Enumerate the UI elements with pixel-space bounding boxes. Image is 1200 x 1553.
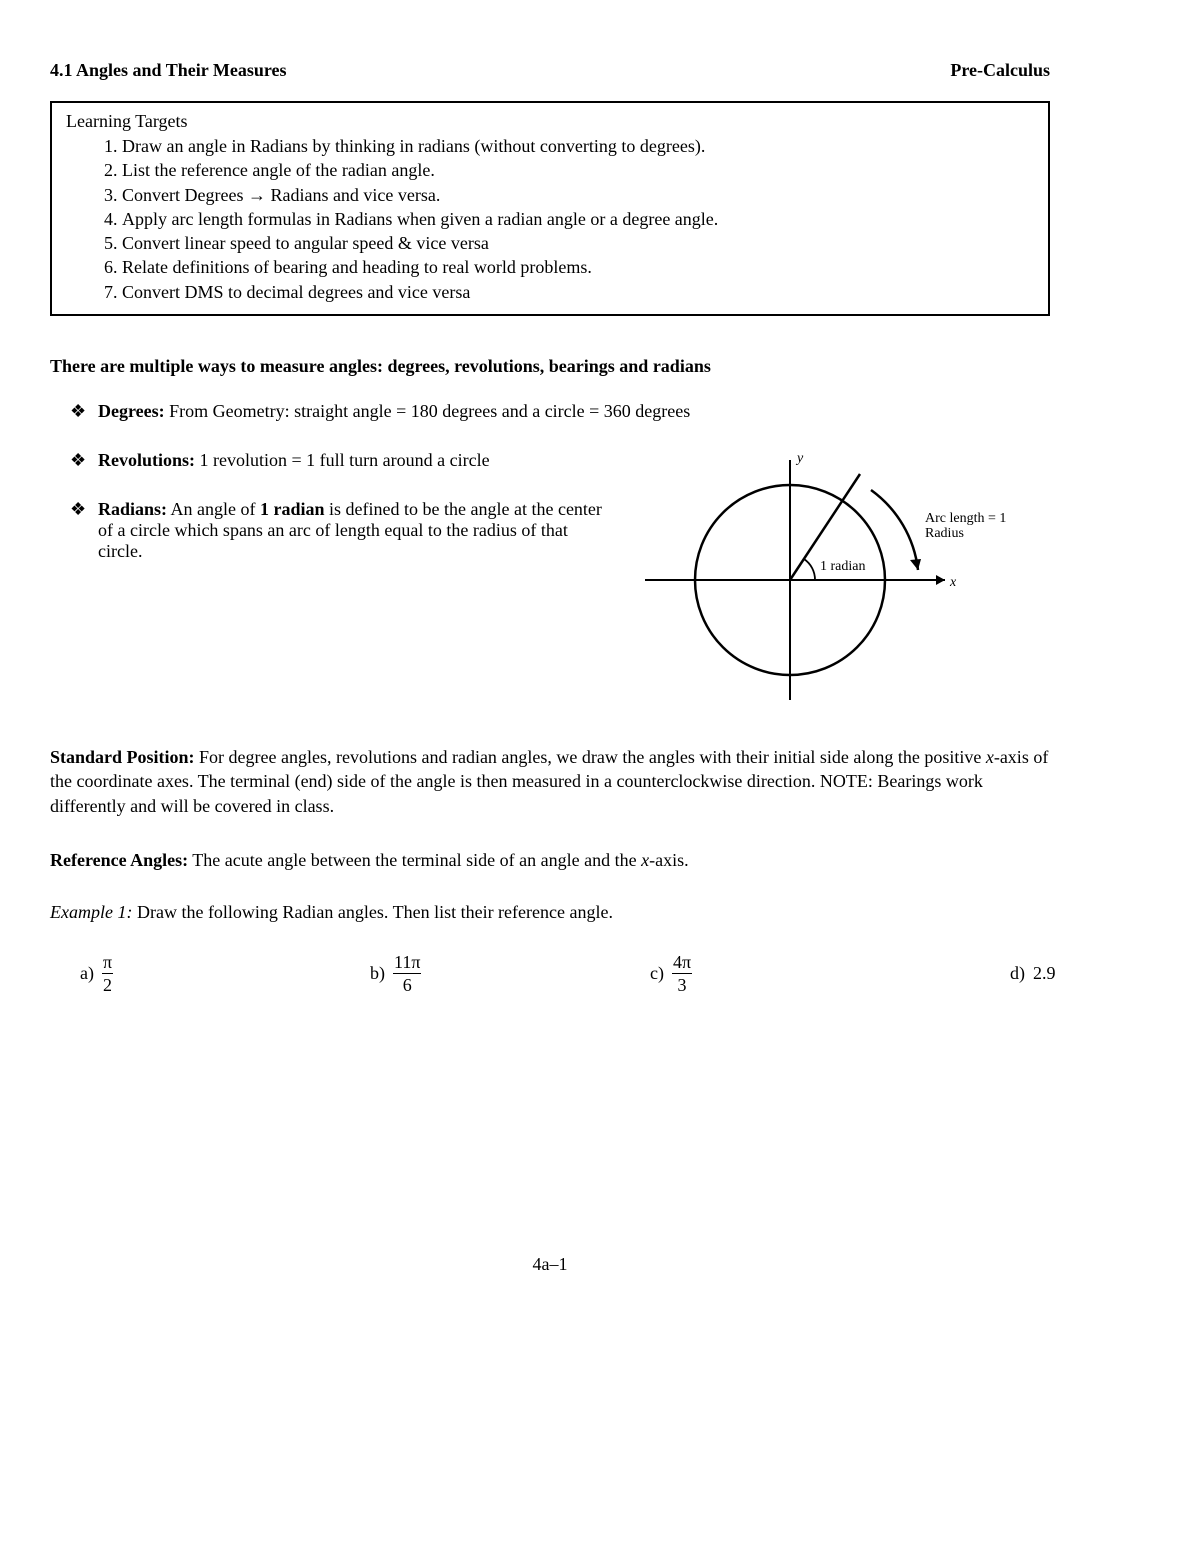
fraction: 4π 3 bbox=[672, 953, 692, 994]
reference-angles-label: Reference Angles: bbox=[50, 850, 188, 870]
page-footer: 4a–1 bbox=[50, 1254, 1050, 1275]
bullet-degrees: ❖ Degrees: From Geometry: straight angle… bbox=[50, 401, 1050, 422]
example-row: a) π 2 b) 11π 6 c) 4π 3 d) 2.9 bbox=[50, 953, 1050, 994]
intro-heading: There are multiple ways to measure angle… bbox=[50, 356, 1050, 377]
reference-angles-text-2: -axis. bbox=[649, 850, 689, 870]
learning-target-item: Convert linear speed to angular speed & … bbox=[122, 231, 1034, 255]
revolutions-label: Revolutions: bbox=[98, 450, 195, 470]
standard-position-text-1: For degree angles, revolutions and radia… bbox=[195, 747, 986, 767]
learning-targets-list: Draw an angle in Radians by thinking in … bbox=[66, 134, 1034, 304]
learning-target-item: Apply arc length formulas in Radians whe… bbox=[122, 207, 1034, 231]
angle-marker-arc bbox=[804, 559, 815, 580]
example-d-value: 2.9 bbox=[1033, 963, 1056, 984]
learning-target-item: Convert Degrees → Radians and vice versa… bbox=[122, 183, 1034, 207]
learning-targets-box: Learning Targets Draw an angle in Radian… bbox=[50, 101, 1050, 316]
diamond-bullet-icon: ❖ bbox=[70, 499, 98, 520]
reference-angles-para: Reference Angles: The acute angle betwee… bbox=[50, 848, 1050, 872]
degrees-text: From Geometry: straight angle = 180 degr… bbox=[165, 401, 691, 421]
radians-text-1: An angle of bbox=[167, 499, 260, 519]
y-axis-label: y bbox=[795, 451, 804, 466]
arc-label-2: Radius bbox=[925, 526, 964, 541]
header-left: 4.1 Angles and Their Measures bbox=[50, 60, 287, 81]
example-1-heading: Example 1: Draw the following Radian ang… bbox=[50, 902, 1050, 923]
reference-angles-text-1: The acute angle between the terminal sid… bbox=[188, 850, 641, 870]
revolutions-text: 1 revolution = 1 full turn around a circ… bbox=[195, 450, 490, 470]
fraction: π 2 bbox=[102, 953, 113, 994]
example-a: a) π 2 bbox=[80, 953, 370, 994]
fraction-numerator: 4π bbox=[672, 953, 692, 974]
learning-target-item: List the reference angle of the radian a… bbox=[122, 158, 1034, 182]
arc-label-1: Arc length = 1 bbox=[925, 511, 1006, 526]
header-right: Pre-Calculus bbox=[950, 60, 1050, 81]
example-d-letter: d) bbox=[1010, 963, 1025, 984]
arc-arrow-icon bbox=[910, 559, 921, 570]
fraction-denominator: 2 bbox=[103, 974, 112, 994]
learning-target-item: Draw an angle in Radians by thinking in … bbox=[122, 134, 1034, 158]
example-c-letter: c) bbox=[650, 963, 664, 984]
bullet-revolutions: ❖ Revolutions: 1 revolution = 1 full tur… bbox=[50, 450, 610, 471]
fraction: 11π 6 bbox=[393, 953, 421, 994]
learning-target-item: Convert DMS to decimal degrees and vice … bbox=[122, 280, 1034, 304]
italic-x: x bbox=[986, 747, 994, 767]
radians-label: Radians: bbox=[98, 499, 167, 519]
x-axis-arrow-icon bbox=[936, 575, 945, 585]
fraction-denominator: 6 bbox=[403, 974, 412, 994]
example-b-letter: b) bbox=[370, 963, 385, 984]
italic-x: x bbox=[641, 850, 649, 870]
learning-targets-title: Learning Targets bbox=[66, 111, 1034, 132]
radian-diagram: y x 1 radian Arc length = 1 Radius bbox=[620, 450, 1050, 710]
example-b: b) 11π 6 bbox=[370, 953, 650, 994]
bullet-radians: ❖ Radians: An angle of 1 radian is defin… bbox=[50, 499, 610, 562]
page-header: 4.1 Angles and Their Measures Pre-Calcul… bbox=[50, 60, 1050, 81]
diamond-bullet-icon: ❖ bbox=[70, 450, 98, 471]
example-a-letter: a) bbox=[80, 963, 94, 984]
example-d: d) 2.9 bbox=[1010, 953, 1110, 994]
fraction-denominator: 3 bbox=[678, 974, 687, 994]
example-label: Example 1: bbox=[50, 902, 132, 922]
x-axis-label: x bbox=[949, 575, 957, 590]
arc-length-curve bbox=[871, 490, 918, 570]
diamond-bullet-icon: ❖ bbox=[70, 401, 98, 422]
degrees-label: Degrees: bbox=[98, 401, 165, 421]
radians-bold: 1 radian bbox=[260, 499, 325, 519]
angle-label: 1 radian bbox=[820, 559, 865, 574]
fraction-numerator: π bbox=[102, 953, 113, 974]
standard-position-para: Standard Position: For degree angles, re… bbox=[50, 745, 1050, 818]
example-c: c) 4π 3 bbox=[650, 953, 1010, 994]
fraction-numerator: 11π bbox=[393, 953, 421, 974]
standard-position-label: Standard Position: bbox=[50, 747, 195, 767]
example-text: Draw the following Radian angles. Then l… bbox=[132, 902, 613, 922]
learning-target-item: Relate definitions of bearing and headin… bbox=[122, 255, 1034, 279]
